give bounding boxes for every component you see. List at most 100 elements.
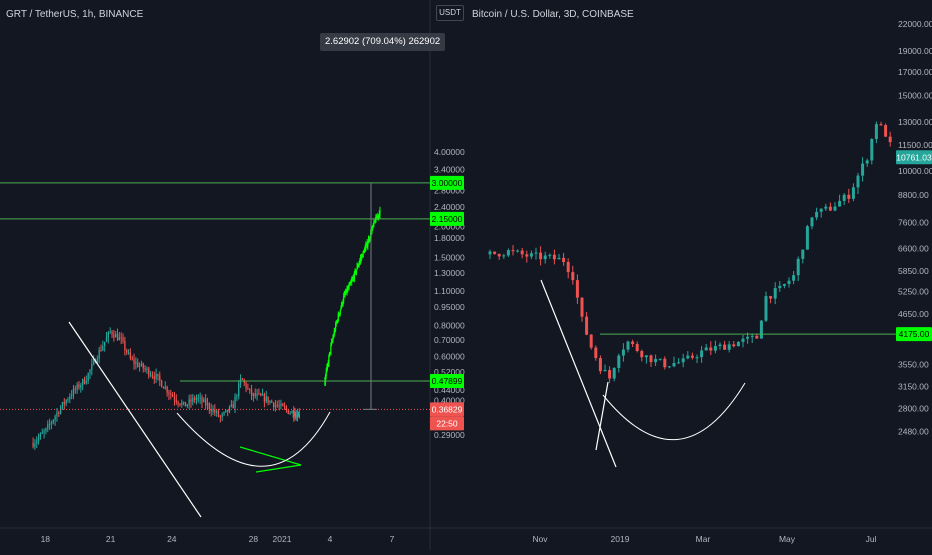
grt-candle xyxy=(48,424,51,426)
grt-candle xyxy=(168,392,170,394)
grt-breakout-candle xyxy=(325,371,327,376)
grt-breakout-candle xyxy=(339,309,341,314)
grt-candle xyxy=(63,402,65,404)
grt-candle xyxy=(294,412,296,416)
grt-price-tag-text: 0.47899 xyxy=(432,376,463,386)
grt-candle xyxy=(291,411,293,413)
grt-breakout-candle xyxy=(371,229,373,234)
btc-x-tick-label: May xyxy=(779,534,796,544)
grt-candle xyxy=(186,404,188,407)
grt-candle xyxy=(265,396,267,402)
btc-candle xyxy=(520,250,524,255)
grt-candle xyxy=(138,365,141,367)
btc-candle xyxy=(746,336,750,339)
btc-candle xyxy=(506,250,510,256)
grt-y-tick-label: 2.00000 xyxy=(434,222,465,232)
grt-candle xyxy=(80,385,82,388)
grt-candle xyxy=(153,376,155,379)
grt-breakout-candle xyxy=(374,221,376,223)
btc-candle xyxy=(782,284,786,286)
grt-breakout-candle xyxy=(351,279,353,281)
btc-candle xyxy=(824,206,828,209)
grt-candle xyxy=(188,399,190,405)
btc-candle xyxy=(686,355,690,359)
btc-candle xyxy=(723,344,727,350)
btc-candle xyxy=(792,275,796,281)
btc-candle xyxy=(617,355,621,368)
grt-y-tick-label: 1.50000 xyxy=(434,253,465,263)
grt-candle xyxy=(192,397,194,402)
btc-candle xyxy=(874,124,878,139)
btc-candle xyxy=(888,136,892,143)
grt-price-tag-bg xyxy=(430,373,464,388)
grt-candle xyxy=(238,383,240,396)
grt-candle xyxy=(148,368,150,376)
grt-candle xyxy=(199,397,201,399)
grt-breakout-candle xyxy=(330,341,333,346)
btc-candle xyxy=(842,194,846,201)
btc-candle xyxy=(713,346,717,351)
btc-candle xyxy=(525,254,529,257)
grt-candle xyxy=(208,403,210,410)
grt-countdown-tag: 22:50 xyxy=(430,416,464,431)
btc-x-tick-label: 2019 xyxy=(611,534,630,544)
grt-breakout-candle xyxy=(337,320,339,322)
grt-breakout-candle xyxy=(324,375,327,383)
btc-candle xyxy=(736,341,740,347)
btc-candle xyxy=(529,253,533,257)
grt-candle xyxy=(160,380,163,387)
grt-breakout-candle xyxy=(334,323,337,331)
grt-candle xyxy=(175,399,177,402)
grt-candle xyxy=(96,359,98,363)
grt-breakout-candle xyxy=(329,351,331,353)
grt-y-tick-label: 3.40000 xyxy=(434,164,465,174)
grt-breakout-candle xyxy=(358,262,360,265)
btc-candle xyxy=(718,344,722,347)
btc-candle xyxy=(681,358,685,363)
grt-candle xyxy=(269,400,271,403)
btc-candle xyxy=(626,341,630,350)
grt-breakout-candle xyxy=(350,282,352,284)
grt-candle xyxy=(151,375,154,377)
grt-breakout-candle xyxy=(363,250,366,252)
grt-candle xyxy=(41,432,43,434)
grt-breakout-candle xyxy=(375,216,377,223)
grt-candle xyxy=(272,402,275,408)
btc-candle xyxy=(658,358,662,360)
measure-tooltip: 2.62902 (709.04%) 262902 xyxy=(320,33,446,51)
grt-candle xyxy=(85,381,87,384)
grt-breakout-candle xyxy=(369,238,371,241)
wedge-lower-line xyxy=(255,464,302,473)
btc-candle xyxy=(759,320,763,339)
btc-candle xyxy=(773,288,777,299)
grt-candle xyxy=(91,363,93,370)
grt-candle xyxy=(164,386,166,389)
btc-candle xyxy=(612,367,616,379)
currency-button[interactable]: USDT xyxy=(436,5,464,21)
btc-candle xyxy=(598,358,602,372)
btc-candle xyxy=(534,252,538,254)
grt-breakout-candle xyxy=(362,251,364,257)
btc-y-tick-label: 13000.00 xyxy=(898,117,932,127)
btc-candle xyxy=(732,344,736,347)
btc-downtrend-line xyxy=(540,279,617,468)
grt-candle xyxy=(124,341,126,351)
grt-candle xyxy=(228,406,231,412)
grt-candle xyxy=(171,394,174,397)
grt-candle xyxy=(250,389,253,396)
btc-candle xyxy=(819,208,823,212)
grt-candle xyxy=(219,416,222,418)
btc-y-tick-label: 3150.00 xyxy=(898,382,929,392)
btc-candle xyxy=(828,206,832,211)
btc-candle xyxy=(856,175,860,188)
btc-y-tick-label: 22000.00 xyxy=(898,19,932,29)
grt-price-tag: 0.47899 xyxy=(430,373,464,388)
grt-candle xyxy=(87,373,89,382)
grt-candle xyxy=(166,386,168,393)
grt-breakout-candle xyxy=(365,243,368,246)
grt-candle xyxy=(140,363,143,366)
btc-candle xyxy=(654,359,658,363)
grt-breakout-candle xyxy=(366,243,368,247)
